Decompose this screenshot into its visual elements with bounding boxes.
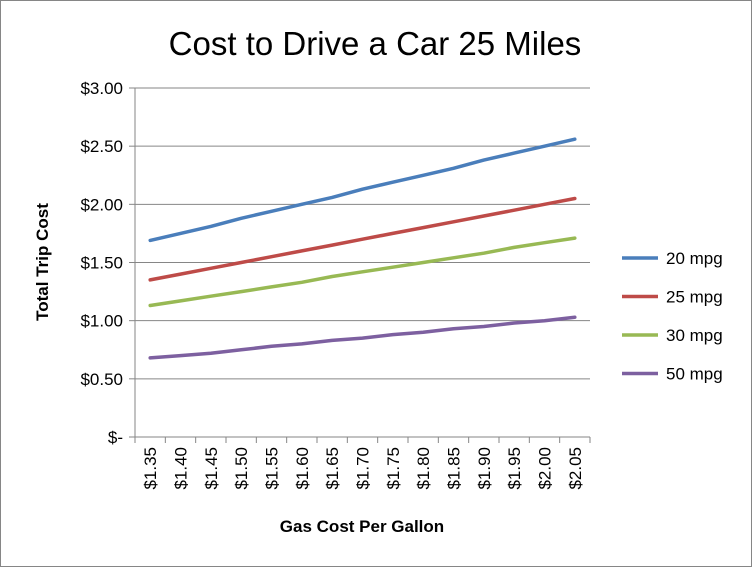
- x-tick-label: $2.05: [566, 447, 585, 490]
- series-line-20-mpg: [148, 137, 577, 243]
- y-tick-label: $1.50: [80, 254, 123, 273]
- x-tick-label: $1.40: [172, 447, 191, 490]
- x-tick-label: $1.65: [323, 447, 342, 490]
- gridlines: [135, 87, 590, 380]
- series-line-50-mpg: [148, 315, 577, 360]
- x-axis-title: Gas Cost Per Gallon: [280, 517, 444, 536]
- x-tick-label: $1.80: [414, 447, 433, 490]
- x-tick-label: $1.55: [263, 447, 282, 490]
- y-tick-label: $2.50: [80, 137, 123, 156]
- x-tick-label: $1.90: [475, 447, 494, 490]
- legend-label: 50 mpg: [666, 365, 723, 384]
- y-tick-label: $1.00: [80, 312, 123, 331]
- series-line-25-mpg: [148, 196, 577, 282]
- legend-label: 20 mpg: [666, 249, 723, 268]
- y-tick-label: $2.00: [80, 195, 123, 214]
- y-tick-label: $3.00: [80, 79, 123, 98]
- legend-label: 30 mpg: [666, 326, 723, 345]
- legend-label: 25 mpg: [666, 288, 723, 307]
- x-tick-label: $1.50: [232, 447, 251, 490]
- x-tick-label: $1.45: [202, 447, 221, 490]
- legend: 20 mpg 25 mpg 30 mpg 50 mpg: [622, 249, 723, 384]
- y-axis-title: Total Trip Cost: [33, 203, 52, 321]
- x-tick-label: $1.95: [505, 447, 524, 490]
- x-tick-labels: $1.35 $1.40 $1.45 $1.50 $1.55 $1.60 $1.65 $1.70…: [141, 447, 585, 490]
- y-tick-labels: $- $0.50 $1.00 $1.50 $2.00 $2.50 $3.00: [80, 79, 123, 447]
- series-lines: [148, 137, 577, 360]
- x-tick-label: $2.00: [536, 447, 555, 490]
- chart-title: Cost to Drive a Car 25 Miles: [169, 25, 582, 62]
- x-tick-label: $1.35: [141, 447, 160, 490]
- x-tick-label: $1.70: [354, 447, 373, 490]
- y-tick-label: $0.50: [80, 370, 123, 389]
- axes: [129, 87, 591, 443]
- y-tick-label: $-: [108, 428, 123, 447]
- x-tick-label: $1.85: [445, 447, 464, 490]
- x-tick-label: $1.75: [384, 447, 403, 490]
- x-tick-label: $1.60: [293, 447, 312, 490]
- series-line-30-mpg: [148, 236, 577, 308]
